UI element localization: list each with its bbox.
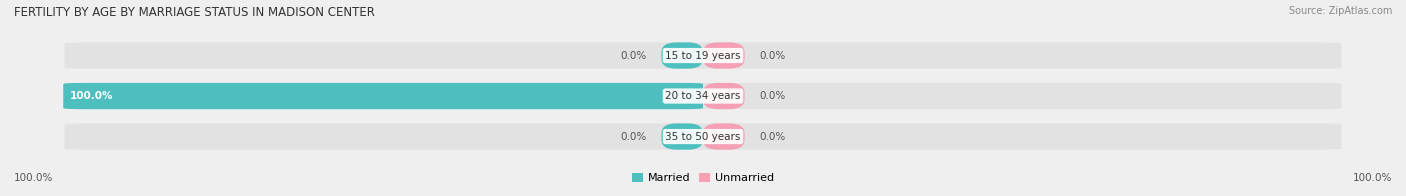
FancyBboxPatch shape [65,83,1341,109]
Text: 20 to 34 years: 20 to 34 years [665,91,741,101]
Text: 100.0%: 100.0% [70,91,114,101]
FancyBboxPatch shape [65,42,1341,69]
FancyBboxPatch shape [703,42,745,69]
Text: Source: ZipAtlas.com: Source: ZipAtlas.com [1288,6,1392,16]
Text: 35 to 50 years: 35 to 50 years [665,132,741,142]
Text: 100.0%: 100.0% [1353,173,1392,183]
Legend: Married, Unmarried: Married, Unmarried [627,169,779,188]
Text: 0.0%: 0.0% [759,51,786,61]
FancyBboxPatch shape [661,42,703,69]
FancyBboxPatch shape [703,83,745,109]
FancyBboxPatch shape [63,83,703,109]
FancyBboxPatch shape [661,123,703,150]
Text: 100.0%: 100.0% [14,173,53,183]
FancyBboxPatch shape [703,123,745,150]
Text: 0.0%: 0.0% [620,51,647,61]
Text: 15 to 19 years: 15 to 19 years [665,51,741,61]
Text: FERTILITY BY AGE BY MARRIAGE STATUS IN MADISON CENTER: FERTILITY BY AGE BY MARRIAGE STATUS IN M… [14,6,375,19]
FancyBboxPatch shape [65,123,1341,150]
Text: 0.0%: 0.0% [620,132,647,142]
Text: 0.0%: 0.0% [759,132,786,142]
Text: 0.0%: 0.0% [759,91,786,101]
